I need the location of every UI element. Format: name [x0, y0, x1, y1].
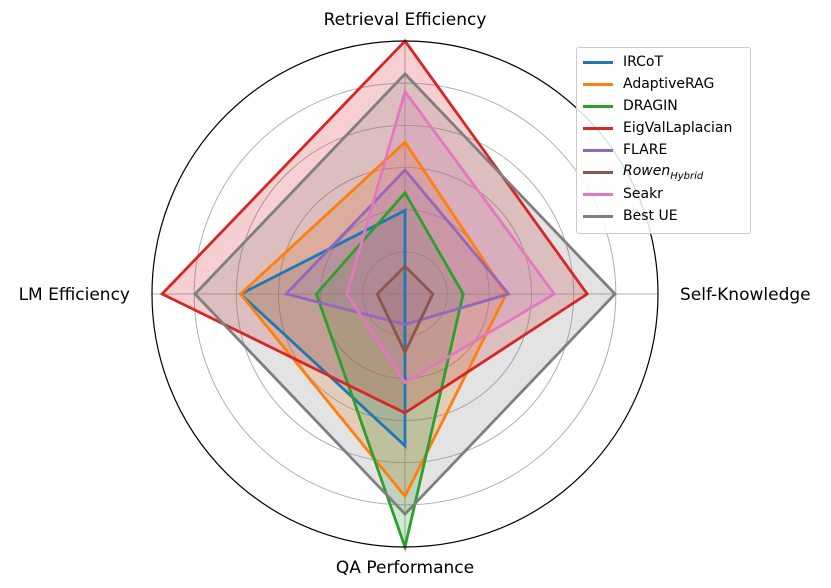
legend-swatch	[583, 60, 613, 64]
axis-label-qa-performance: QA Performance	[336, 558, 474, 578]
series-line-rowen	[375, 264, 435, 356]
axis-label-lm-efficiency: LM Efficiency	[19, 285, 130, 305]
legend-item-adaptiverag: AdaptiveRAG	[583, 73, 714, 95]
legend-item-flare: FLARE	[583, 139, 667, 161]
series-fill-dragin	[316, 192, 464, 548]
legend-item-eigvallaplacian: EigValLaplacian	[583, 117, 732, 139]
legend-label-main: Rowen	[623, 162, 671, 179]
legend-swatch	[583, 214, 613, 218]
axis-label-self-knowledge: Self-Knowledge	[680, 285, 811, 305]
series-line-best-ue	[193, 71, 617, 517]
legend-label: DRAGIN	[623, 98, 678, 114]
legend-swatch	[583, 148, 613, 152]
series-fill-flare	[286, 170, 509, 325]
legend-swatch	[583, 126, 613, 130]
legend-label: FLARE	[623, 142, 668, 158]
legend-label: IRCoT	[623, 54, 664, 70]
series-line-flare	[283, 167, 512, 326]
series-line-eigvallaplacian	[159, 38, 590, 415]
series-fill-adaptiverag	[240, 142, 507, 497]
legend-label: EigValLaplacian	[623, 120, 733, 136]
series-fill-seakr	[346, 91, 555, 383]
series-line-adaptiverag	[238, 140, 508, 499]
axis-label-retrieval-efficiency: Retrieval Efficiency	[324, 10, 487, 30]
legend: IRCoT AdaptiveRAG DRAGIN EigValLaplacian…	[576, 47, 751, 234]
legend-label: RowenHybrid	[623, 163, 703, 182]
legend-item-rowen-hybrid: RowenHybrid	[583, 161, 703, 183]
legend-swatch	[583, 170, 613, 174]
legend-label: AdaptiveRAG	[623, 76, 715, 92]
outer-boundary	[151, 40, 659, 548]
legend-swatch	[583, 82, 613, 86]
legend-label-subscript: Hybrid	[670, 170, 704, 182]
series-line-seakr	[345, 88, 557, 385]
legend-label: Best UE	[623, 208, 678, 224]
legend-label: Seakr	[623, 186, 663, 202]
legend-item-best-ue: Best UE	[583, 205, 678, 227]
legend-swatch	[583, 104, 613, 108]
legend-item-seakr: Seakr	[583, 183, 663, 205]
legend-swatch	[583, 192, 613, 196]
series-lines	[159, 38, 617, 553]
legend-item-ircot: IRCoT	[583, 51, 663, 73]
legend-item-dragin: DRAGIN	[583, 95, 678, 117]
series-fills	[162, 41, 615, 548]
series-fill-ircot	[240, 210, 405, 446]
